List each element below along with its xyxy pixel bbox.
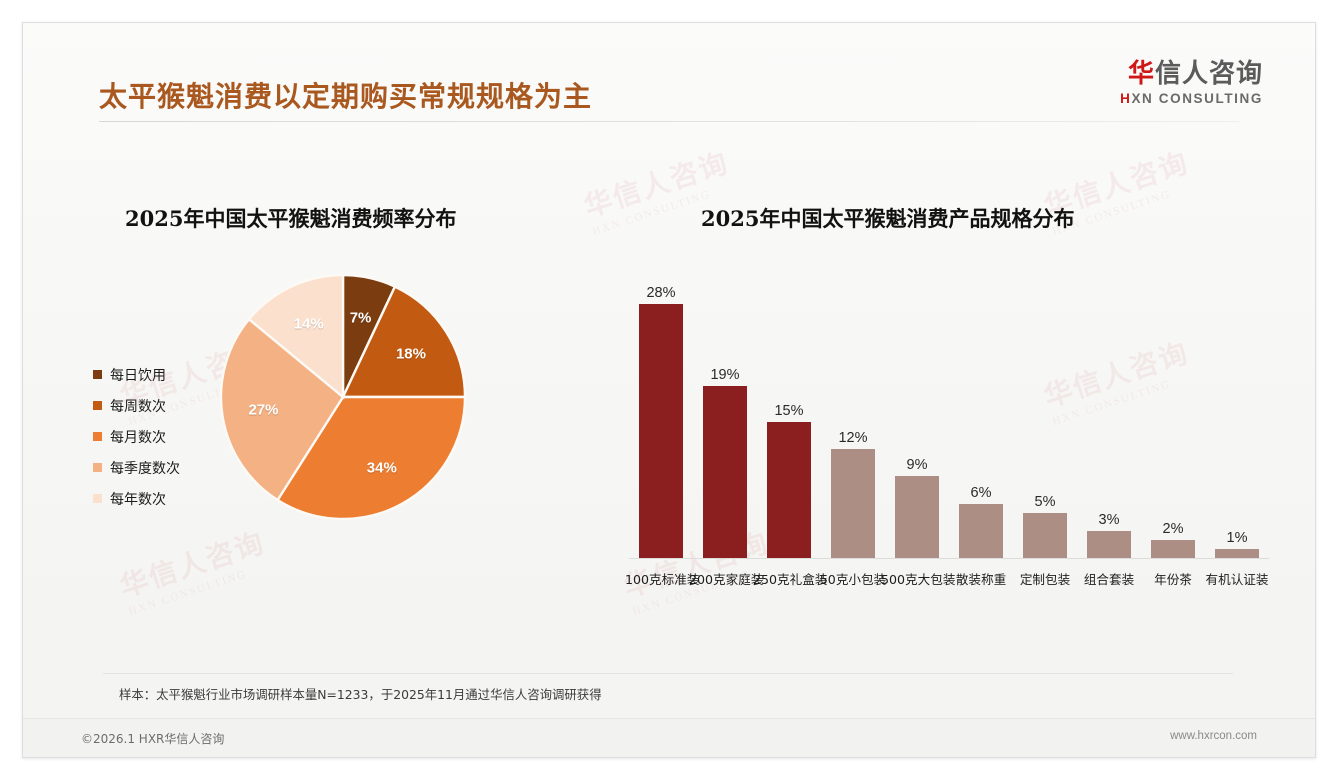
page-title: 太平猴魁消费以定期购买常规规格为主 bbox=[99, 80, 593, 113]
pie-legend-label: 每年数次 bbox=[110, 491, 166, 508]
bar-value-label-4: 9% bbox=[906, 457, 928, 474]
bar-value-label-9: 1% bbox=[1226, 529, 1248, 546]
pie-slice-label-3: 27% bbox=[248, 401, 279, 419]
legend-swatch-icon bbox=[93, 432, 102, 441]
pie-legend-item-0[interactable]: 每日饮用 bbox=[93, 359, 180, 390]
bar-category-label-1: 200克家庭装 bbox=[689, 572, 764, 587]
bar-rect-8[interactable] bbox=[1151, 539, 1195, 558]
bar-column-3[interactable]: 12% bbox=[821, 425, 885, 558]
pie-slice-label-1: 18% bbox=[395, 345, 426, 363]
bar-chart-title: 2025年中国太平猴魁消费产品规格分布 bbox=[701, 206, 1075, 231]
brand-logo-cn: 华信人咨询 bbox=[1120, 61, 1263, 87]
bar-category-label-7: 组合套装 bbox=[1083, 572, 1135, 587]
pie-chart-title: 2025年中国太平猴魁消费频率分布 bbox=[125, 206, 457, 231]
legend-swatch-icon bbox=[93, 401, 102, 410]
pie-slice-4[interactable] bbox=[247, 273, 345, 400]
bar-value-label-7: 3% bbox=[1098, 511, 1120, 528]
title-divider bbox=[99, 121, 1239, 122]
slide-header: 太平猴魁消费以定期购买常规规格为主 华信人咨询 HXN CONSULTING bbox=[23, 23, 1315, 131]
legend-swatch-icon bbox=[93, 370, 102, 379]
pie-legend-label: 每周数次 bbox=[110, 398, 166, 415]
bar-value-label-2: 15% bbox=[774, 403, 804, 419]
legend-swatch-icon bbox=[93, 494, 102, 503]
pie-slice-1[interactable] bbox=[341, 285, 467, 399]
bar-value-label-1: 19% bbox=[710, 366, 740, 383]
bar-category-label-0: 100克标准装 bbox=[625, 572, 700, 587]
sample-note: 样本：太平猴魁行业市场调研样本量N=1233，于2025年11月通过华信人咨询调… bbox=[119, 687, 602, 702]
bar-column-2[interactable]: 15% bbox=[757, 398, 821, 558]
pie-chart-graphic: 7% 18% 34% 27% 14% bbox=[219, 273, 467, 521]
bar-category-label-5: 散装称重 bbox=[955, 572, 1007, 587]
slide-footer-bar: ©2026.1 HXR华信人咨询 www.hxrcon.com bbox=[23, 718, 1315, 757]
pie-legend-label: 每日饮用 bbox=[110, 367, 166, 384]
bar-value-label-6: 5% bbox=[1034, 493, 1056, 510]
bar-chart-category-axis: 100克标准装 200克家庭装 250克礼盒装 50克小包装 500克大包装 散装称重 定制… bbox=[623, 569, 1273, 593]
bar-column-7[interactable]: 3% bbox=[1077, 507, 1141, 558]
bar-column-5[interactable]: 6% bbox=[949, 480, 1013, 558]
pie-legend-item-2[interactable]: 每月数次 bbox=[93, 421, 180, 452]
bar-category-label-3: 50克小包装 bbox=[819, 572, 887, 587]
bar-column-9[interactable]: 1% bbox=[1205, 525, 1269, 558]
bar-column-1[interactable]: 19% bbox=[693, 362, 757, 558]
bar-chart-plot: 28% 19% 15% 12% 9% 6% 5% 3% 2% 1% bbox=[623, 271, 1273, 559]
pie-legend-item-3[interactable]: 每季度数次 bbox=[93, 452, 180, 483]
bar-column-0[interactable]: 28% bbox=[629, 280, 693, 558]
bar-chart-panel: 2025年中国太平猴魁消费产品规格分布 28% 19% 15% 12% 9% 6% 5% 3%… bbox=[623, 173, 1273, 643]
bar-value-label-3: 12% bbox=[838, 430, 868, 447]
bar-rect-2[interactable] bbox=[767, 422, 811, 558]
pie-chart-legend: 每日饮用每周数次每月数次每季度数次每年数次 bbox=[93, 359, 180, 514]
bar-rect-0[interactable] bbox=[639, 304, 683, 558]
pie-legend-item-4[interactable]: 每年数次 bbox=[93, 483, 180, 514]
brand-logo-cn-rest: 信人咨询 bbox=[1154, 59, 1263, 89]
bar-column-8[interactable]: 2% bbox=[1141, 516, 1205, 558]
legend-swatch-icon bbox=[93, 463, 102, 472]
pie-chart-panel: 2025年中国太平猴魁消费频率分布 每日饮用 每周数次 每月数次 每季度数次 每年数次 … bbox=[79, 173, 549, 643]
copyright-text: ©2026.1 HXR华信人咨询 bbox=[81, 732, 225, 746]
bar-column-6[interactable]: 5% bbox=[1013, 489, 1077, 558]
slide-canvas: 华信人咨询 HXN CONSULTING 华信人咨询 HXN CONSULTIN… bbox=[22, 22, 1316, 758]
bar-rect-5[interactable] bbox=[959, 503, 1003, 558]
bar-rect-9[interactable] bbox=[1215, 548, 1259, 558]
bar-column-4[interactable]: 9% bbox=[885, 452, 949, 558]
brand-logo-en: HXN CONSULTING bbox=[1120, 92, 1263, 106]
brand-logo-cn-accent: 华 bbox=[1127, 59, 1155, 89]
brand-logo-en-rest: XN CONSULTING bbox=[1131, 91, 1263, 106]
bar-category-label-2: 250克礼盒装 bbox=[753, 572, 828, 587]
pie-legend-label: 每季度数次 bbox=[110, 460, 180, 477]
pie-slice-label-0: 7% bbox=[349, 309, 372, 327]
brand-logo: 华信人咨询 HXN CONSULTING bbox=[1120, 61, 1263, 106]
bar-value-label-0: 28% bbox=[646, 285, 676, 302]
pie-slice-label-2: 34% bbox=[366, 459, 397, 477]
bar-rect-6[interactable] bbox=[1023, 512, 1067, 558]
bar-chart-baseline bbox=[629, 558, 1269, 559]
bar-rect-1[interactable] bbox=[703, 385, 747, 558]
pie-slice-3[interactable] bbox=[219, 317, 345, 502]
note-divider bbox=[103, 673, 1233, 674]
bar-category-label-9: 有机认证装 bbox=[1205, 572, 1269, 587]
pie-svg bbox=[219, 273, 467, 521]
bar-value-label-8: 2% bbox=[1162, 520, 1184, 537]
pie-legend-item-1[interactable]: 每周数次 bbox=[93, 390, 180, 421]
bar-rect-3[interactable] bbox=[831, 449, 875, 558]
pie-legend-label: 每月数次 bbox=[110, 429, 166, 446]
website-link[interactable]: www.hxrcon.com bbox=[1170, 730, 1257, 742]
bar-category-label-4: 500克大包装 bbox=[881, 572, 956, 587]
bar-category-label-6: 定制包装 bbox=[1019, 572, 1071, 587]
bar-rect-7[interactable] bbox=[1087, 530, 1131, 558]
bar-category-label-8: 年份茶 bbox=[1154, 572, 1192, 587]
bar-rect-4[interactable] bbox=[895, 476, 939, 558]
bar-value-label-5: 6% bbox=[970, 484, 992, 501]
brand-logo-en-accent: H bbox=[1120, 91, 1132, 106]
pie-slice-label-4: 14% bbox=[293, 315, 324, 333]
